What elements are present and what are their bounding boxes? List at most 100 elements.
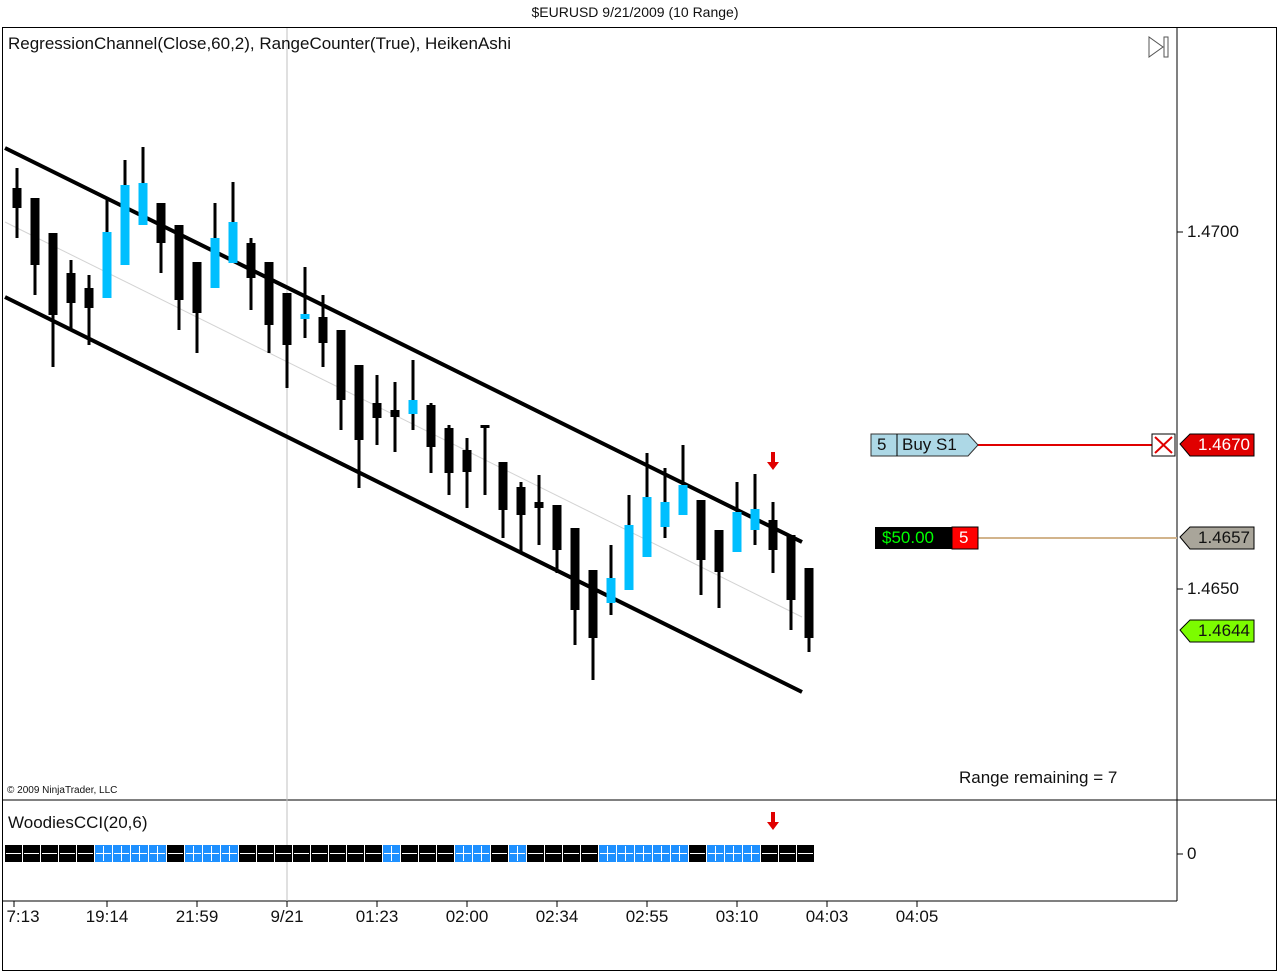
position-price-flag: 1.4657 (1198, 528, 1250, 547)
channel-upper[interactable] (4, 146, 803, 544)
cci-cell (401, 845, 418, 862)
woodies-cci-histogram[interactable] (5, 845, 814, 862)
x-axis-label: 04:03 (805, 907, 849, 926)
candle[interactable] (696, 500, 706, 595)
cci-cell (5, 845, 22, 862)
candle[interactable] (462, 438, 472, 508)
cci-cell (563, 845, 580, 862)
candle[interactable] (66, 260, 76, 330)
x-axis-label: 02:00 (445, 907, 489, 926)
cci-cell (527, 845, 544, 862)
candle[interactable] (120, 160, 130, 265)
cci-cell (779, 845, 796, 862)
candle[interactable] (12, 168, 22, 238)
candle[interactable] (660, 468, 670, 538)
candle[interactable] (552, 505, 562, 573)
candle[interactable] (750, 474, 760, 545)
candle[interactable] (30, 198, 40, 295)
heiken-ashi-candles[interactable] (12, 147, 814, 680)
candle[interactable] (768, 502, 778, 573)
candle[interactable] (678, 445, 688, 515)
skip-to-end-icon[interactable] (1148, 36, 1169, 58)
candle[interactable] (444, 425, 454, 495)
candle[interactable] (624, 495, 634, 590)
cci-cell (509, 845, 526, 862)
channel-midline (4, 221, 803, 618)
candle[interactable] (408, 360, 418, 430)
cci-cell (149, 845, 166, 862)
copyright-notice: © 2009 NinjaTrader, LLC (7, 785, 118, 796)
order-tag-shape (870, 433, 979, 457)
signal-arrows (767, 452, 779, 830)
candle[interactable] (570, 528, 580, 645)
candle[interactable] (246, 238, 256, 310)
y-axis-label: 1.4700 (1187, 222, 1239, 241)
candle[interactable] (84, 275, 94, 345)
candle[interactable] (354, 365, 364, 488)
candle[interactable] (498, 462, 508, 538)
candle[interactable] (48, 233, 58, 367)
candle[interactable] (282, 293, 292, 388)
order-quantity[interactable]: 5 (877, 435, 887, 454)
order-name[interactable]: Buy S1 (902, 435, 957, 454)
candle[interactable] (156, 203, 166, 273)
candle[interactable] (732, 482, 742, 552)
candle[interactable] (426, 403, 436, 473)
regression-channel[interactable] (4, 146, 803, 694)
cci-cell (473, 845, 490, 862)
candle[interactable] (264, 262, 274, 353)
candle[interactable] (534, 475, 544, 545)
candle[interactable] (606, 545, 616, 615)
candle[interactable] (642, 453, 652, 557)
cci-cell (59, 845, 76, 862)
candle[interactable] (174, 225, 184, 330)
cci-cell (167, 845, 184, 862)
close-x-icon[interactable] (1151, 433, 1176, 457)
cci-cell (707, 845, 724, 862)
cci-cell (41, 845, 58, 862)
order-price-flag[interactable]: 1.4670 (1198, 435, 1250, 454)
cci-cell (581, 845, 598, 862)
cci-cell (347, 845, 364, 862)
cci-cell (617, 845, 634, 862)
sell-signal-arrow-icon (767, 452, 779, 470)
cci-cell (671, 845, 688, 862)
candle[interactable] (102, 198, 112, 298)
candle[interactable] (336, 330, 346, 430)
chart-title: $EURUSD 9/21/2009 (10 Range) (531, 4, 739, 20)
channel-lower[interactable] (4, 295, 803, 694)
x-axis-label: 21:59 (175, 907, 219, 926)
pnl-box (875, 527, 952, 549)
cci-cell (257, 845, 274, 862)
cci-cell (23, 845, 40, 862)
indicators-label: RegressionChannel(Close,60,2), RangeCoun… (8, 34, 512, 53)
candle[interactable] (516, 482, 526, 552)
cci-cell (131, 845, 148, 862)
skip-to-end-button[interactable] (1146, 35, 1172, 59)
candle[interactable] (318, 295, 328, 367)
x-axis-label: 01:23 (355, 907, 399, 926)
x-axis-label: 02:55 (625, 907, 669, 926)
candle[interactable] (390, 382, 400, 452)
candle[interactable] (786, 535, 796, 630)
candle[interactable] (714, 530, 724, 608)
candle[interactable] (588, 570, 598, 680)
cci-cell (653, 845, 670, 862)
candle[interactable] (300, 267, 310, 338)
candle[interactable] (192, 262, 202, 353)
cci-cell (221, 845, 238, 862)
candle[interactable] (210, 203, 220, 288)
x-axis-tick-marks (13, 901, 918, 907)
cci-cell (95, 845, 112, 862)
candle[interactable] (138, 147, 148, 225)
candle[interactable] (804, 568, 814, 652)
cci-cell (77, 845, 94, 862)
cci-cell (635, 845, 652, 862)
cci-cell (239, 845, 256, 862)
candle[interactable] (372, 375, 382, 445)
cci-cell (599, 845, 616, 862)
candle[interactable] (228, 182, 238, 263)
cci-cell (203, 845, 220, 862)
candle[interactable] (480, 425, 490, 495)
